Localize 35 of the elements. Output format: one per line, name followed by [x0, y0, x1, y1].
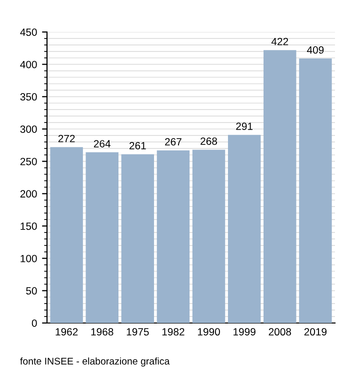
- y-tick-label: 300: [20, 126, 37, 133]
- x-tick-label: 1999: [234, 328, 256, 336]
- data-label: 264: [94, 140, 110, 148]
- x-tick-label: 1962: [56, 328, 78, 336]
- data-label: 291: [236, 122, 253, 130]
- x-tick-label: 1975: [126, 328, 149, 336]
- y-tick-label: 400: [20, 60, 37, 68]
- bar: [228, 134, 261, 323]
- bar: [299, 58, 332, 323]
- x-tick-label: 1982: [162, 328, 184, 336]
- bar: [192, 150, 226, 323]
- data-label: 267: [165, 138, 182, 146]
- y-tick-label: 50: [26, 287, 37, 295]
- y-tick-label: 250: [20, 158, 37, 166]
- data-label: 272: [58, 134, 75, 142]
- y-tick-label: 100: [20, 254, 37, 262]
- bar: [156, 150, 190, 323]
- x-tick-label: 2008: [268, 328, 292, 336]
- data-label: 409: [306, 46, 324, 54]
- bar: [50, 147, 83, 323]
- y-tick-label: 150: [20, 222, 37, 230]
- bar: [86, 152, 118, 323]
- bar: [121, 154, 154, 323]
- x-tick-label: 1990: [198, 328, 220, 336]
- x-tick-label: 2019: [304, 328, 327, 336]
- x-tick-label: 1968: [91, 328, 114, 336]
- data-label: 261: [130, 142, 146, 150]
- y-tick-label: 200: [20, 190, 37, 198]
- data-label: 422: [271, 38, 288, 46]
- y-tick-label: 0: [32, 320, 37, 327]
- data-label: 268: [200, 137, 218, 145]
- source-note: fonte INSEE - elaborazione grafica: [20, 357, 170, 367]
- y-tick-label: 450: [20, 28, 37, 36]
- bar: [264, 50, 296, 323]
- y-tick-label: 350: [20, 93, 37, 101]
